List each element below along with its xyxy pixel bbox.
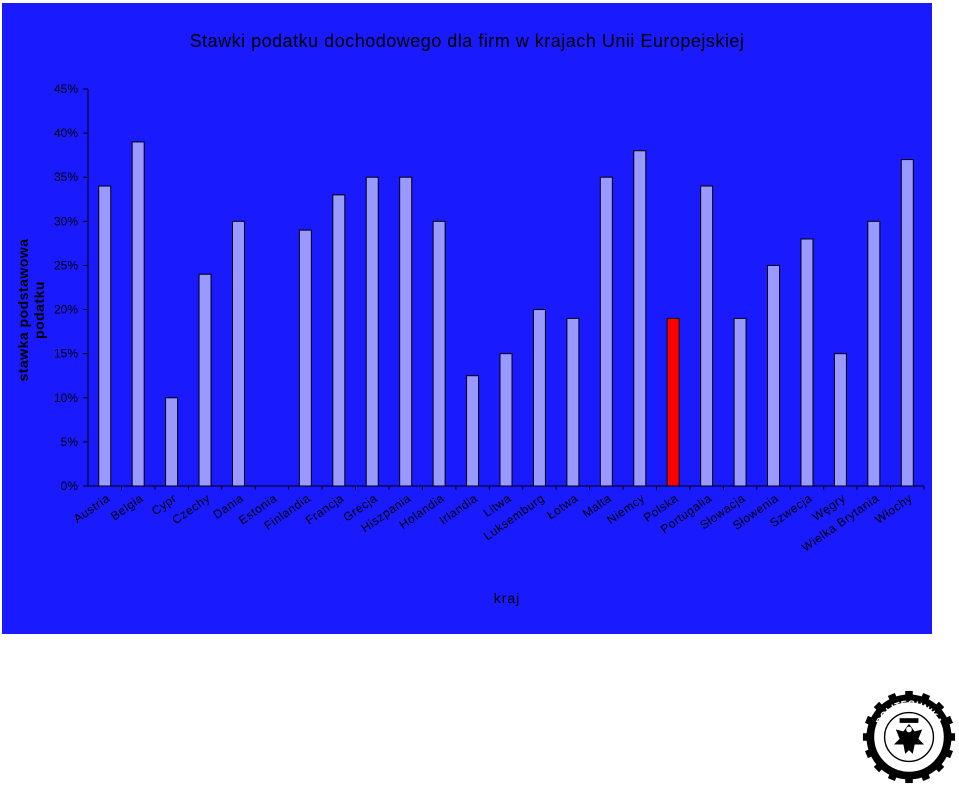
- logo-bottom-text: OPOLSKA: [887, 755, 931, 773]
- y-tick-label: 20%: [54, 303, 78, 317]
- bar-belgia: [131, 141, 145, 487]
- y-tick-label: 5%: [61, 435, 79, 449]
- bar-holandia: [432, 220, 446, 487]
- bar-litwa: [499, 353, 513, 487]
- bar-czechy: [198, 273, 212, 487]
- bar-irlandia: [466, 375, 480, 487]
- x-tick-label: Irlandia: [437, 491, 481, 527]
- eagle-icon: [893, 718, 925, 754]
- y-tick-label: 45%: [54, 82, 78, 96]
- chart-panel: Stawki podatku dochodowego dla firm w kr…: [2, 3, 932, 634]
- bar-węgry: [833, 353, 847, 487]
- y-tick-label: 25%: [54, 258, 78, 272]
- y-tick-label: 0%: [61, 479, 79, 493]
- bar-cypr: [165, 397, 179, 487]
- x-tick-label: Włochy: [872, 491, 915, 527]
- bar-portugalia: [700, 185, 714, 487]
- bar-finlandia: [298, 229, 312, 487]
- x-axis-title: kraj: [493, 590, 521, 606]
- bar-chart-plot: 0% 5% 10% 15% 20% 25% 30% 35% 40% 45% AustriaBelgi…: [54, 82, 925, 555]
- x-tick-label: Niemcy: [604, 491, 647, 527]
- bar-wielka-brytania: [867, 220, 881, 487]
- bar-słowenia: [767, 264, 781, 487]
- bar-szwecja: [800, 238, 814, 487]
- bar-hiszpania: [399, 176, 413, 487]
- bar-niemcy: [633, 150, 647, 487]
- y-tick-label: 40%: [54, 126, 78, 140]
- bar-dania: [231, 220, 245, 487]
- bar-polska: [666, 317, 680, 487]
- x-tick-label: Austria: [71, 491, 113, 526]
- y-tick-label: 30%: [54, 214, 78, 228]
- x-tick-label: Belgia: [108, 491, 146, 523]
- bar-austria: [98, 185, 112, 487]
- chart-title: Stawki podatku dochodowego dla firm w kr…: [189, 31, 745, 51]
- x-tick-label: Czechy: [169, 491, 212, 527]
- bar-włochy: [900, 159, 914, 487]
- y-tick-label: 35%: [54, 170, 78, 184]
- bar-malta: [599, 176, 613, 487]
- y-tick-label: 15%: [54, 347, 78, 361]
- bar-francja: [332, 194, 346, 487]
- politechnika-opolska-logo: POLITECHNIKA OPOLSKA: [862, 690, 956, 784]
- bar-luksemburg: [532, 309, 546, 487]
- x-tick-label: Łotwa: [544, 491, 580, 522]
- y-tick-label: 10%: [54, 391, 78, 405]
- bar-słowacja: [733, 317, 747, 487]
- x-tick-label: Francja: [303, 491, 347, 527]
- bar-grecja: [365, 176, 379, 487]
- bar-łotwa: [566, 317, 580, 487]
